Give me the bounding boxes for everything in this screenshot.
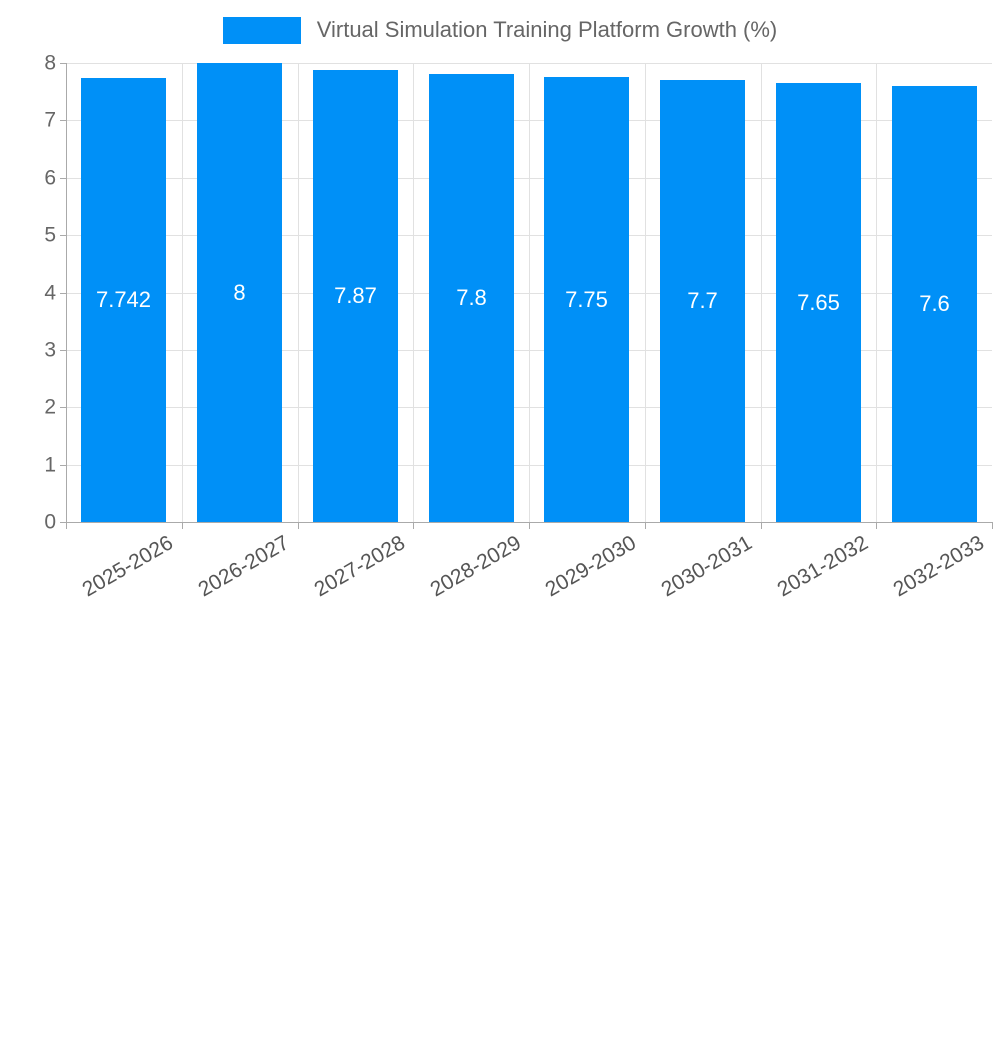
- y-tick-label: 3: [44, 338, 56, 362]
- bar-value-label: 7.8: [456, 285, 487, 311]
- y-tick-mark: [60, 235, 66, 237]
- x-tick-label: 2032-2033: [889, 531, 988, 602]
- y-tick-label: 7: [44, 108, 56, 132]
- y-tick-mark: [60, 407, 66, 409]
- plot-area: 7.742 8 7.87 7.8 7.75 7.7 7.65 7.6: [66, 63, 992, 522]
- x-tick-mark: [645, 522, 646, 529]
- y-tick-label: 4: [44, 281, 56, 304]
- x-tick-label: 2031-2032: [773, 531, 872, 602]
- x-gridline: [182, 63, 183, 522]
- y-tick-mark: [60, 292, 66, 294]
- y-tick-mark: [60, 63, 66, 64]
- x-tick-mark: [529, 522, 530, 529]
- bar-value-label: 7.75: [565, 286, 608, 312]
- bar-value-label: 7.87: [334, 283, 377, 309]
- y-tick-mark: [60, 349, 66, 351]
- y-tick-label: 6: [44, 166, 56, 190]
- bar-chart: Virtual Simulation Training Platform Gro…: [0, 8, 1000, 602]
- x-tick-mark: [182, 522, 183, 529]
- y-tick-label: 8: [44, 51, 56, 75]
- x-tick-mark: [876, 522, 877, 529]
- y-tick-mark: [60, 120, 66, 122]
- x-tick-mark: [413, 522, 414, 529]
- y-tick-label: 5: [44, 223, 56, 247]
- bar-value-label: 8: [233, 279, 246, 305]
- legend-color-swatch[interactable]: [222, 16, 301, 44]
- bar-value-label: 7.7: [687, 288, 718, 314]
- x-gridline: [876, 63, 877, 522]
- x-gridline: [529, 63, 530, 522]
- x-gridline: [413, 63, 414, 522]
- y-axis-line: [66, 63, 67, 523]
- x-tick-mark: [66, 522, 67, 529]
- bar[interactable]: 7.742: [81, 77, 166, 522]
- y-tick-label: 2: [44, 395, 56, 419]
- bar-value-label: 7.65: [797, 289, 840, 315]
- bar[interactable]: 7.6: [892, 85, 977, 522]
- y-tick-label: 1: [44, 453, 56, 477]
- legend-label: Virtual Simulation Training Platform Gro…: [316, 17, 778, 42]
- y-tick-label: 0: [44, 510, 56, 534]
- y-tick-mark: [60, 522, 66, 523]
- y-tick-mark: [60, 177, 66, 179]
- x-gridline: [298, 63, 299, 522]
- x-gridline: [645, 63, 646, 522]
- bar[interactable]: 8: [197, 63, 282, 522]
- y-tick-mark: [60, 464, 66, 466]
- x-gridline: [761, 63, 762, 522]
- x-tick-label: 2029-2030: [541, 531, 640, 602]
- x-tick-mark: [992, 522, 993, 529]
- bar-value-label: 7.6: [919, 290, 950, 316]
- bar[interactable]: 7.7: [660, 80, 745, 522]
- x-tick-mark: [761, 522, 762, 529]
- bar[interactable]: 7.75: [544, 77, 629, 522]
- y-axis: 0 1 2 3 4 5 6 7 8: [0, 53, 56, 533]
- chart-legend: Virtual Simulation Training Platform Gro…: [0, 8, 1000, 52]
- bar[interactable]: 7.8: [429, 74, 514, 522]
- x-tick-mark: [298, 522, 299, 529]
- bar[interactable]: 7.87: [313, 70, 398, 522]
- bar-value-label: 7.742: [95, 286, 152, 312]
- bar[interactable]: 7.65: [776, 83, 861, 522]
